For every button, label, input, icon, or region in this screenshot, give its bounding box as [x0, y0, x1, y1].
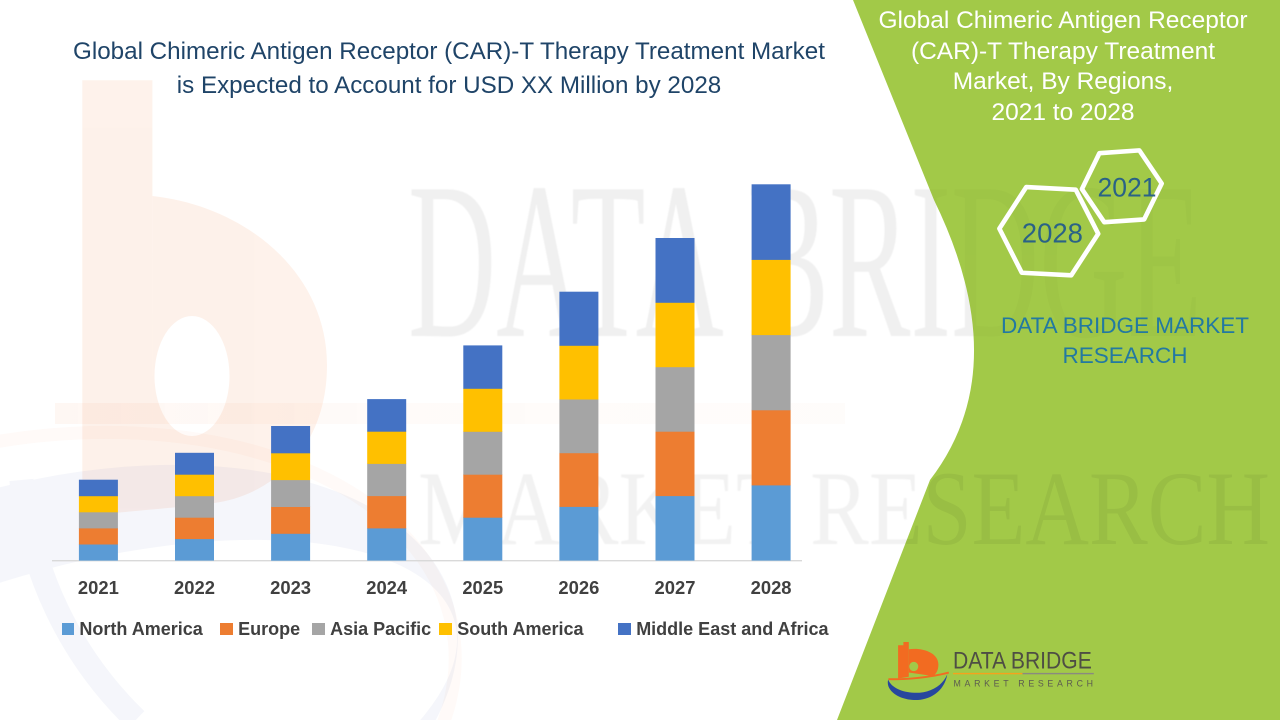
svg-text:2028: 2028: [1022, 218, 1083, 249]
svg-text:DATA BRIDGE: DATA BRIDGE: [953, 648, 1092, 675]
svg-text:MARKET RESEARCH: MARKET RESEARCH: [954, 678, 1094, 688]
svg-text:2021: 2021: [1098, 173, 1157, 203]
